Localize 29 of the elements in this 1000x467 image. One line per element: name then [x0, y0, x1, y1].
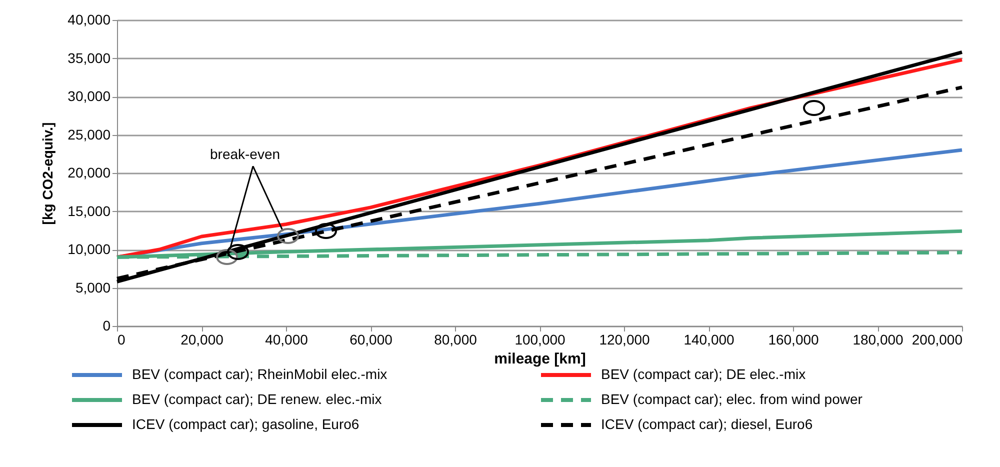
x-tick-label: 40,000: [265, 332, 308, 348]
y-tick-label: 0: [102, 318, 111, 334]
y-tick-label: 10,000: [68, 241, 111, 257]
x-tick-label: 200,000: [912, 332, 963, 348]
y-tick-label: 20,000: [68, 164, 111, 180]
legend-label: BEV (compact car); DE elec.-mix: [601, 366, 806, 382]
x-tick-label: 0: [118, 332, 126, 348]
y-tick-label: 15,000: [68, 202, 111, 219]
x-tick-label: 140,000: [684, 332, 735, 348]
y-tick-label: 5,000: [75, 279, 111, 296]
y-tick-label: 25,000: [68, 126, 111, 142]
legend-label: BEV (compact car); RheinMobil elec.-mix: [132, 366, 388, 382]
y-tick-label: 30,000: [68, 88, 111, 104]
y-axis-title: [kg CO2-equiv.]: [40, 122, 56, 225]
x-axis-title: mileage [km]: [494, 350, 586, 368]
x-tick-label: 60,000: [350, 332, 393, 348]
x-tick-label: 120,000: [599, 332, 650, 348]
y-tick-label: 35,000: [68, 50, 111, 66]
legend-label: ICEV (compact car); diesel, Euro6: [601, 416, 813, 432]
x-tick-label: 180,000: [852, 332, 904, 348]
x-tick-label: 160,000: [768, 332, 820, 348]
x-tick-label: 20,000: [180, 332, 224, 348]
legend-label: BEV (compact car); DE renew. elec.-mix: [132, 391, 382, 407]
legend-label: BEV (compact car); elec. from wind power: [601, 391, 863, 407]
x-tick-label: 80,000: [434, 332, 478, 348]
annotation: break-even: [210, 146, 280, 162]
x-tick-label: 100,000: [514, 332, 566, 348]
y-tick-label: 40,000: [68, 12, 111, 28]
legend-label: ICEV (compact car); gasoline, Euro6: [132, 416, 360, 432]
